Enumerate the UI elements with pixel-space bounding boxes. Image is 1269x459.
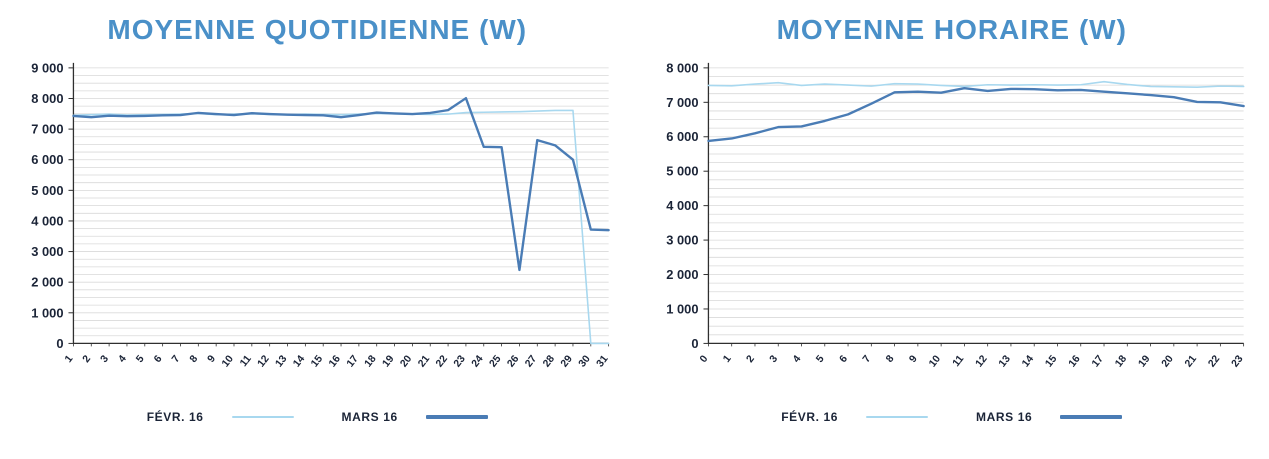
svg-text:4 000: 4 000: [31, 213, 63, 228]
svg-text:3: 3: [767, 353, 779, 365]
svg-text:20: 20: [1159, 353, 1175, 369]
svg-text:3 000: 3 000: [666, 233, 698, 248]
svg-text:6: 6: [837, 353, 849, 365]
svg-text:2 000: 2 000: [666, 267, 698, 282]
svg-text:21: 21: [416, 353, 432, 369]
svg-text:19: 19: [1136, 353, 1152, 369]
svg-text:2 000: 2 000: [31, 275, 63, 290]
daily-average-chart: 0 1 000 2 000 3 000 4 000 5 000 6 000 7 000 8 00…: [10, 54, 625, 402]
svg-text:7: 7: [170, 353, 182, 365]
svg-text:22: 22: [434, 353, 450, 369]
svg-text:13: 13: [274, 353, 290, 369]
svg-text:8: 8: [884, 353, 896, 365]
svg-text:7 000: 7 000: [31, 122, 63, 137]
svg-text:12: 12: [973, 353, 989, 369]
svg-text:4 000: 4 000: [666, 198, 698, 213]
svg-text:29: 29: [559, 353, 575, 369]
svg-text:6 000: 6 000: [31, 152, 63, 167]
svg-text:3 000: 3 000: [31, 244, 63, 259]
svg-text:20: 20: [399, 353, 415, 369]
svg-text:4: 4: [117, 353, 129, 365]
svg-text:8: 8: [188, 353, 200, 365]
svg-text:23: 23: [452, 353, 468, 369]
svg-text:15: 15: [1043, 353, 1059, 369]
svg-text:24: 24: [470, 353, 486, 369]
svg-text:8 000: 8 000: [31, 91, 63, 106]
svg-text:28: 28: [541, 353, 557, 369]
svg-text:14: 14: [1020, 353, 1036, 369]
daily-chart-legend: FÉVR. 16 MARS 16: [147, 410, 488, 436]
svg-text:27: 27: [523, 353, 539, 369]
svg-text:0: 0: [698, 353, 710, 365]
legend-line-fevr16: [866, 416, 929, 418]
svg-text:26: 26: [506, 353, 522, 369]
svg-text:9: 9: [907, 353, 919, 365]
legend-label-fevr16: FÉVR. 16: [781, 410, 839, 424]
svg-text:7 000: 7 000: [666, 95, 698, 110]
svg-text:17: 17: [345, 353, 361, 369]
svg-text:31: 31: [595, 353, 611, 369]
svg-text:0: 0: [56, 336, 63, 351]
svg-text:21: 21: [1183, 353, 1199, 369]
svg-text:17: 17: [1090, 353, 1106, 369]
svg-text:0: 0: [691, 336, 698, 351]
svg-text:6 000: 6 000: [666, 129, 698, 144]
svg-text:16: 16: [327, 353, 343, 369]
legend-line-mars16: [425, 415, 488, 419]
svg-text:10: 10: [220, 353, 236, 369]
legend-label-fevr16: FÉVR. 16: [146, 410, 204, 424]
legend-label-mars16: MARS 16: [341, 410, 398, 424]
hourly-chart-title: MOYENNE HORAIRE (W): [776, 14, 1127, 45]
svg-text:9 000: 9 000: [31, 60, 63, 75]
svg-text:3: 3: [99, 353, 111, 365]
svg-text:13: 13: [997, 353, 1013, 369]
svg-text:5: 5: [135, 353, 147, 365]
svg-text:18: 18: [1113, 353, 1129, 369]
svg-text:1 000: 1 000: [31, 305, 63, 320]
svg-text:1: 1: [721, 353, 733, 365]
hourly-average-panel: MOYENNE HORAIRE (W) 0 1 000 2 000 3 000 4 00…: [635, 0, 1269, 459]
legend-line-fevr16: [231, 416, 294, 418]
svg-text:1 000: 1 000: [666, 301, 698, 316]
hourly-chart-legend: FÉVR. 16 MARS 16: [781, 410, 1123, 436]
svg-text:15: 15: [309, 353, 325, 369]
svg-text:5: 5: [814, 353, 826, 365]
svg-text:23: 23: [1229, 353, 1245, 369]
svg-text:25: 25: [488, 353, 504, 369]
svg-text:12: 12: [256, 353, 272, 369]
svg-text:6: 6: [152, 353, 164, 365]
legend-line-mars16: [1060, 415, 1123, 419]
svg-text:9: 9: [206, 353, 218, 365]
svg-text:2: 2: [744, 353, 756, 365]
svg-text:1: 1: [63, 353, 75, 365]
svg-text:4: 4: [791, 353, 803, 365]
svg-text:10: 10: [927, 353, 943, 369]
svg-text:11: 11: [238, 353, 254, 369]
svg-text:30: 30: [577, 353, 593, 369]
daily-chart-title: MOYENNE QUOTIDIENNE (W): [107, 14, 528, 45]
svg-text:18: 18: [363, 353, 379, 369]
svg-text:2: 2: [81, 353, 93, 365]
svg-text:14: 14: [292, 353, 308, 369]
svg-text:19: 19: [381, 353, 397, 369]
hourly-average-chart: 0 1 000 2 000 3 000 4 000 5 000 6 000 7 000 8 00…: [645, 54, 1260, 402]
svg-text:5 000: 5 000: [666, 164, 698, 179]
svg-text:5 000: 5 000: [31, 183, 63, 198]
svg-text:22: 22: [1206, 353, 1222, 369]
svg-text:16: 16: [1066, 353, 1082, 369]
legend-label-mars16: MARS 16: [976, 410, 1033, 424]
svg-text:11: 11: [950, 353, 966, 369]
svg-text:7: 7: [861, 353, 873, 365]
daily-average-panel: MOYENNE QUOTIDIENNE (W) 0 1 000 2 000 3 000…: [10, 14, 625, 436]
svg-text:8 000: 8 000: [666, 60, 698, 75]
